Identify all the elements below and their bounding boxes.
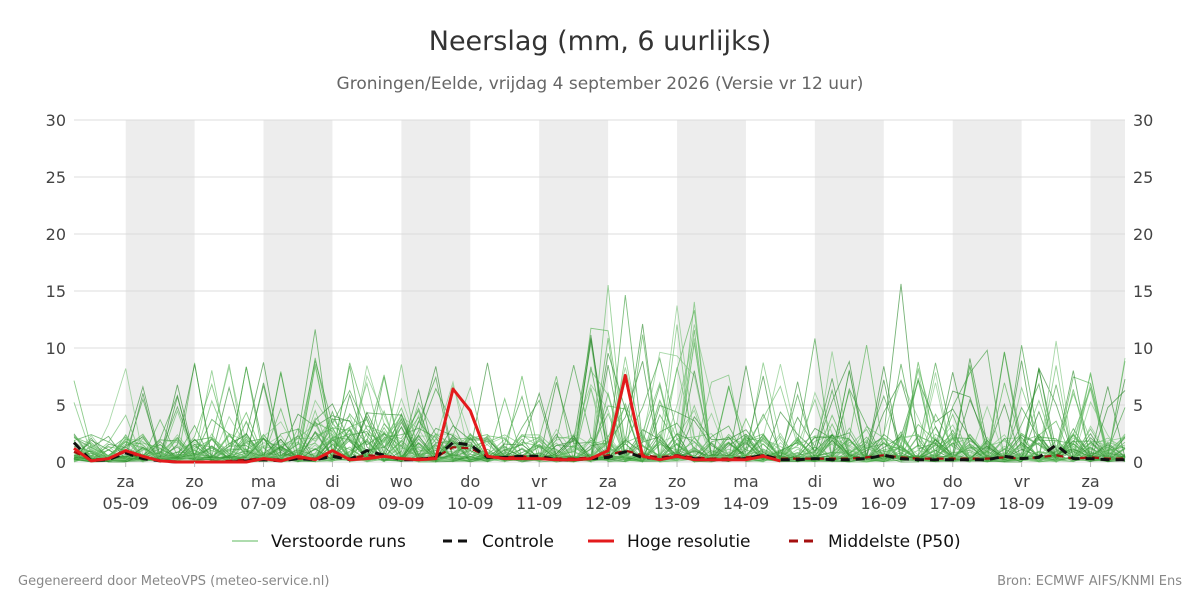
legend-label-2: Hoge resolutie <box>627 532 751 552</box>
footer-generator: Gegenereerd door MeteoVPS (meteo-service… <box>18 574 329 589</box>
ensemble-member-45 <box>73 361 1126 462</box>
y-tick-right-0: 0 <box>1133 453 1143 472</box>
x-tick-date-12: 17-09 <box>929 494 976 513</box>
legend-label-3: Middelste (P50) <box>828 532 961 552</box>
y-tick-left-0: 0 <box>56 453 66 472</box>
x-tick-date-7: 12-09 <box>585 494 632 513</box>
chart-title: Neerslag (mm, 6 uurlijks) <box>429 26 771 57</box>
y-tick-left-10: 10 <box>46 339 66 358</box>
y-tick-right-15: 15 <box>1133 282 1153 301</box>
y-tick-right-20: 20 <box>1133 225 1153 244</box>
y-tick-left-15: 15 <box>46 282 66 301</box>
y-axis-left: 0 5 10 15 20 25 30 <box>46 111 66 472</box>
x-tick-date-3: 08-09 <box>309 494 356 513</box>
x-tick-day-10: di <box>808 472 823 491</box>
y-tick-left-30: 30 <box>46 111 66 130</box>
x-tick-date-1: 06-09 <box>171 494 218 513</box>
x-tick-day-3: di <box>325 472 340 491</box>
x-tick-date-14: 19-09 <box>1067 494 1114 513</box>
legend-label-1: Controle <box>482 532 554 552</box>
x-tick-date-5: 10-09 <box>447 494 494 513</box>
y-tick-left-20: 20 <box>46 225 66 244</box>
x-tick-day-6: vr <box>531 472 547 491</box>
x-tick-date-6: 11-09 <box>516 494 563 513</box>
x-tick-date-8: 13-09 <box>654 494 701 513</box>
ensemble-member-22 <box>73 373 1126 463</box>
x-tick-day-0: za <box>117 472 135 491</box>
x-tick-day-4: wo <box>390 472 413 491</box>
ensemble-member-47 <box>73 374 1126 463</box>
x-tick-day-7: za <box>599 472 617 491</box>
x-axis: za 05-09 zo 06-09 ma 07-09 di 08-09 wo 09-09 do 10-… <box>102 462 1114 513</box>
footer-source: Bron: ECMWF AIFS/KNMI Ens <box>997 574 1182 589</box>
x-tick-date-13: 18-09 <box>998 494 1045 513</box>
x-tick-date-9: 14-09 <box>723 494 770 513</box>
legend: Verstoorde runs Controle Hoge resolutie Mid… <box>232 532 961 552</box>
y-tick-left-25: 25 <box>46 168 66 187</box>
x-tick-day-2: ma <box>251 472 276 491</box>
x-tick-day-1: zo <box>186 472 204 491</box>
x-tick-day-9: ma <box>733 472 758 491</box>
x-tick-date-2: 07-09 <box>240 494 287 513</box>
ensemble-member-48 <box>73 294 1126 463</box>
y-tick-right-10: 10 <box>1133 339 1153 358</box>
x-tick-date-11: 16-09 <box>861 494 908 513</box>
x-tick-date-10: 15-09 <box>792 494 839 513</box>
x-tick-date-4: 09-09 <box>378 494 425 513</box>
y-axis-right: 0 5 10 15 20 25 30 <box>1133 111 1153 472</box>
x-tick-day-5: do <box>460 472 480 491</box>
series-hoge-resolutie <box>73 373 781 464</box>
x-tick-day-13: vr <box>1014 472 1030 491</box>
ensemble-member-39 <box>73 363 1126 463</box>
legend-label-0: Verstoorde runs <box>271 532 406 552</box>
y-tick-right-25: 25 <box>1133 168 1153 187</box>
main-series <box>72 373 1125 464</box>
chart-subtitle: Groningen/Eelde, vrijdag 4 september 202… <box>337 74 864 94</box>
x-tick-day-14: za <box>1081 472 1099 491</box>
x-tick-day-12: do <box>943 472 963 491</box>
y-tick-right-30: 30 <box>1133 111 1153 130</box>
ensemble-member-44 <box>73 305 1126 463</box>
x-tick-date-0: 05-09 <box>102 494 149 513</box>
y-tick-right-5: 5 <box>1133 396 1143 415</box>
x-tick-day-8: zo <box>668 472 686 491</box>
y-tick-left-5: 5 <box>56 396 66 415</box>
x-tick-day-11: wo <box>872 472 895 491</box>
